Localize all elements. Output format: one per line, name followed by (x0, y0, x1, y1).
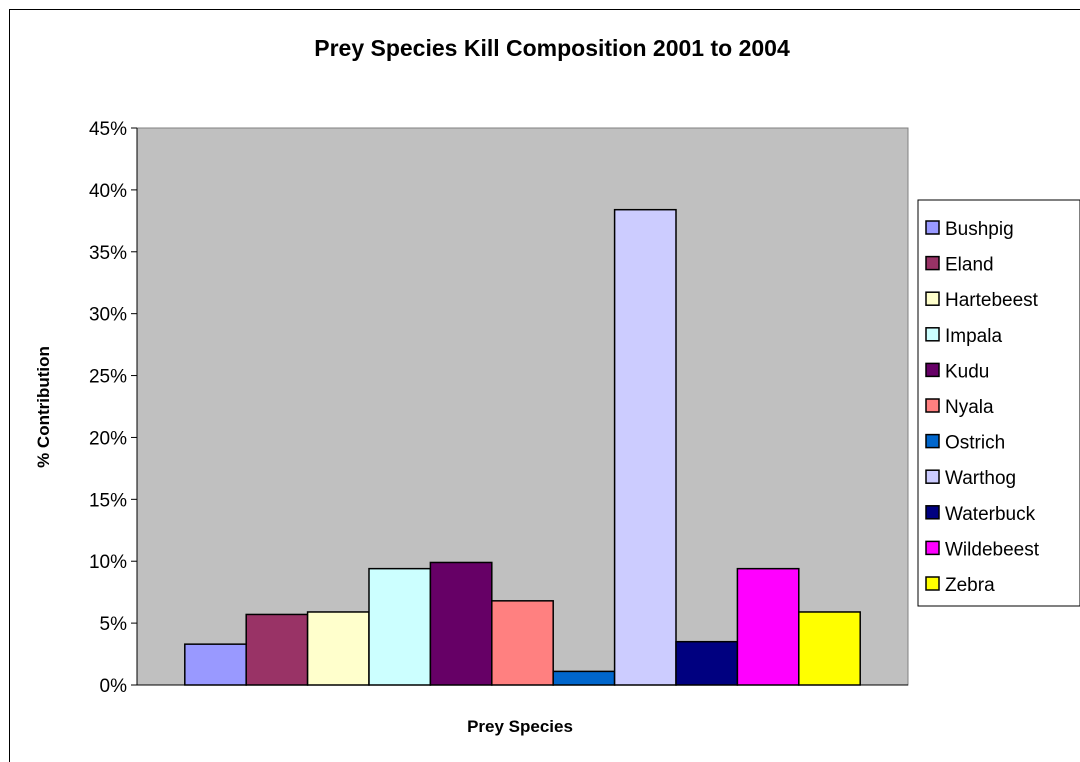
legend-swatch-zebra (925, 576, 940, 591)
y-tick-label: 45% (89, 119, 127, 140)
legend-label-kudu: Kudu (945, 361, 989, 382)
legend-box (917, 199, 1080, 607)
y-tick-label: 40% (89, 181, 127, 202)
legend-swatch-nyala (925, 398, 940, 413)
legend-swatch-bushpig (925, 220, 940, 235)
bar-wildebeest (736, 567, 800, 686)
legend-swatch-warthog (925, 469, 940, 484)
legend-label-ostrich: Ostrich (945, 433, 1005, 454)
bar-ostrich (552, 670, 616, 686)
y-tick-label: 15% (89, 490, 127, 511)
legend-label-zebra: Zebra (945, 575, 995, 596)
y-tick-label: 20% (89, 428, 127, 449)
y-axis-title: % Contribution (34, 346, 53, 468)
legend-swatch-hartebeest (925, 291, 940, 306)
bar-waterbuck (675, 640, 739, 686)
legend-swatch-wildebeest (925, 540, 940, 556)
bar-warthog (613, 208, 677, 686)
legend-swatch-eland (925, 255, 940, 271)
y-tick-label: 5% (100, 614, 128, 635)
legend-label-waterbuck: Waterbuck (945, 504, 1036, 525)
bar-eland (245, 613, 309, 686)
bar-nyala (491, 600, 554, 686)
bar-zebra (798, 611, 861, 686)
legend-label-bushpig: Bushpig (945, 219, 1014, 240)
y-tick-label: 30% (89, 305, 127, 326)
bar-bushpig (184, 643, 247, 686)
legend-label-warthog: Warthog (945, 468, 1016, 489)
legend-swatch-impala (925, 327, 940, 342)
y-tick-label: 25% (89, 367, 127, 388)
bar-kudu (429, 561, 493, 686)
chart-frame (9, 9, 1080, 762)
legend-label-nyala: Nyala (945, 397, 994, 418)
bars (184, 208, 861, 686)
legend: Bushpig Eland Hartebeest Impala Kudu Nyala Ost… (917, 199, 1080, 607)
x-axis-title: Prey Species (467, 717, 573, 736)
legend-label-impala: Impala (945, 326, 1002, 347)
legend-label-eland: Eland (945, 255, 994, 276)
chart-title: Prey Species Kill Composition 2001 to 20… (314, 35, 790, 61)
legend-label-hartebeest: Hartebeest (945, 290, 1039, 311)
y-axis: 0% 5% 10% 15% 20% 25% 30% 35% 40% 45% (89, 119, 908, 697)
y-tick-label: 10% (89, 552, 127, 573)
legend-label-wildebeest: Wildebeest (945, 539, 1040, 560)
legend-swatch-ostrich (925, 433, 940, 449)
legend-swatch-waterbuck (925, 505, 940, 520)
bar-hartebeest (306, 611, 370, 686)
bar-impala (368, 567, 432, 686)
legend-swatch-kudu (925, 362, 940, 378)
y-tick-label: 35% (89, 243, 127, 264)
y-tick-label: 0% (100, 676, 128, 697)
